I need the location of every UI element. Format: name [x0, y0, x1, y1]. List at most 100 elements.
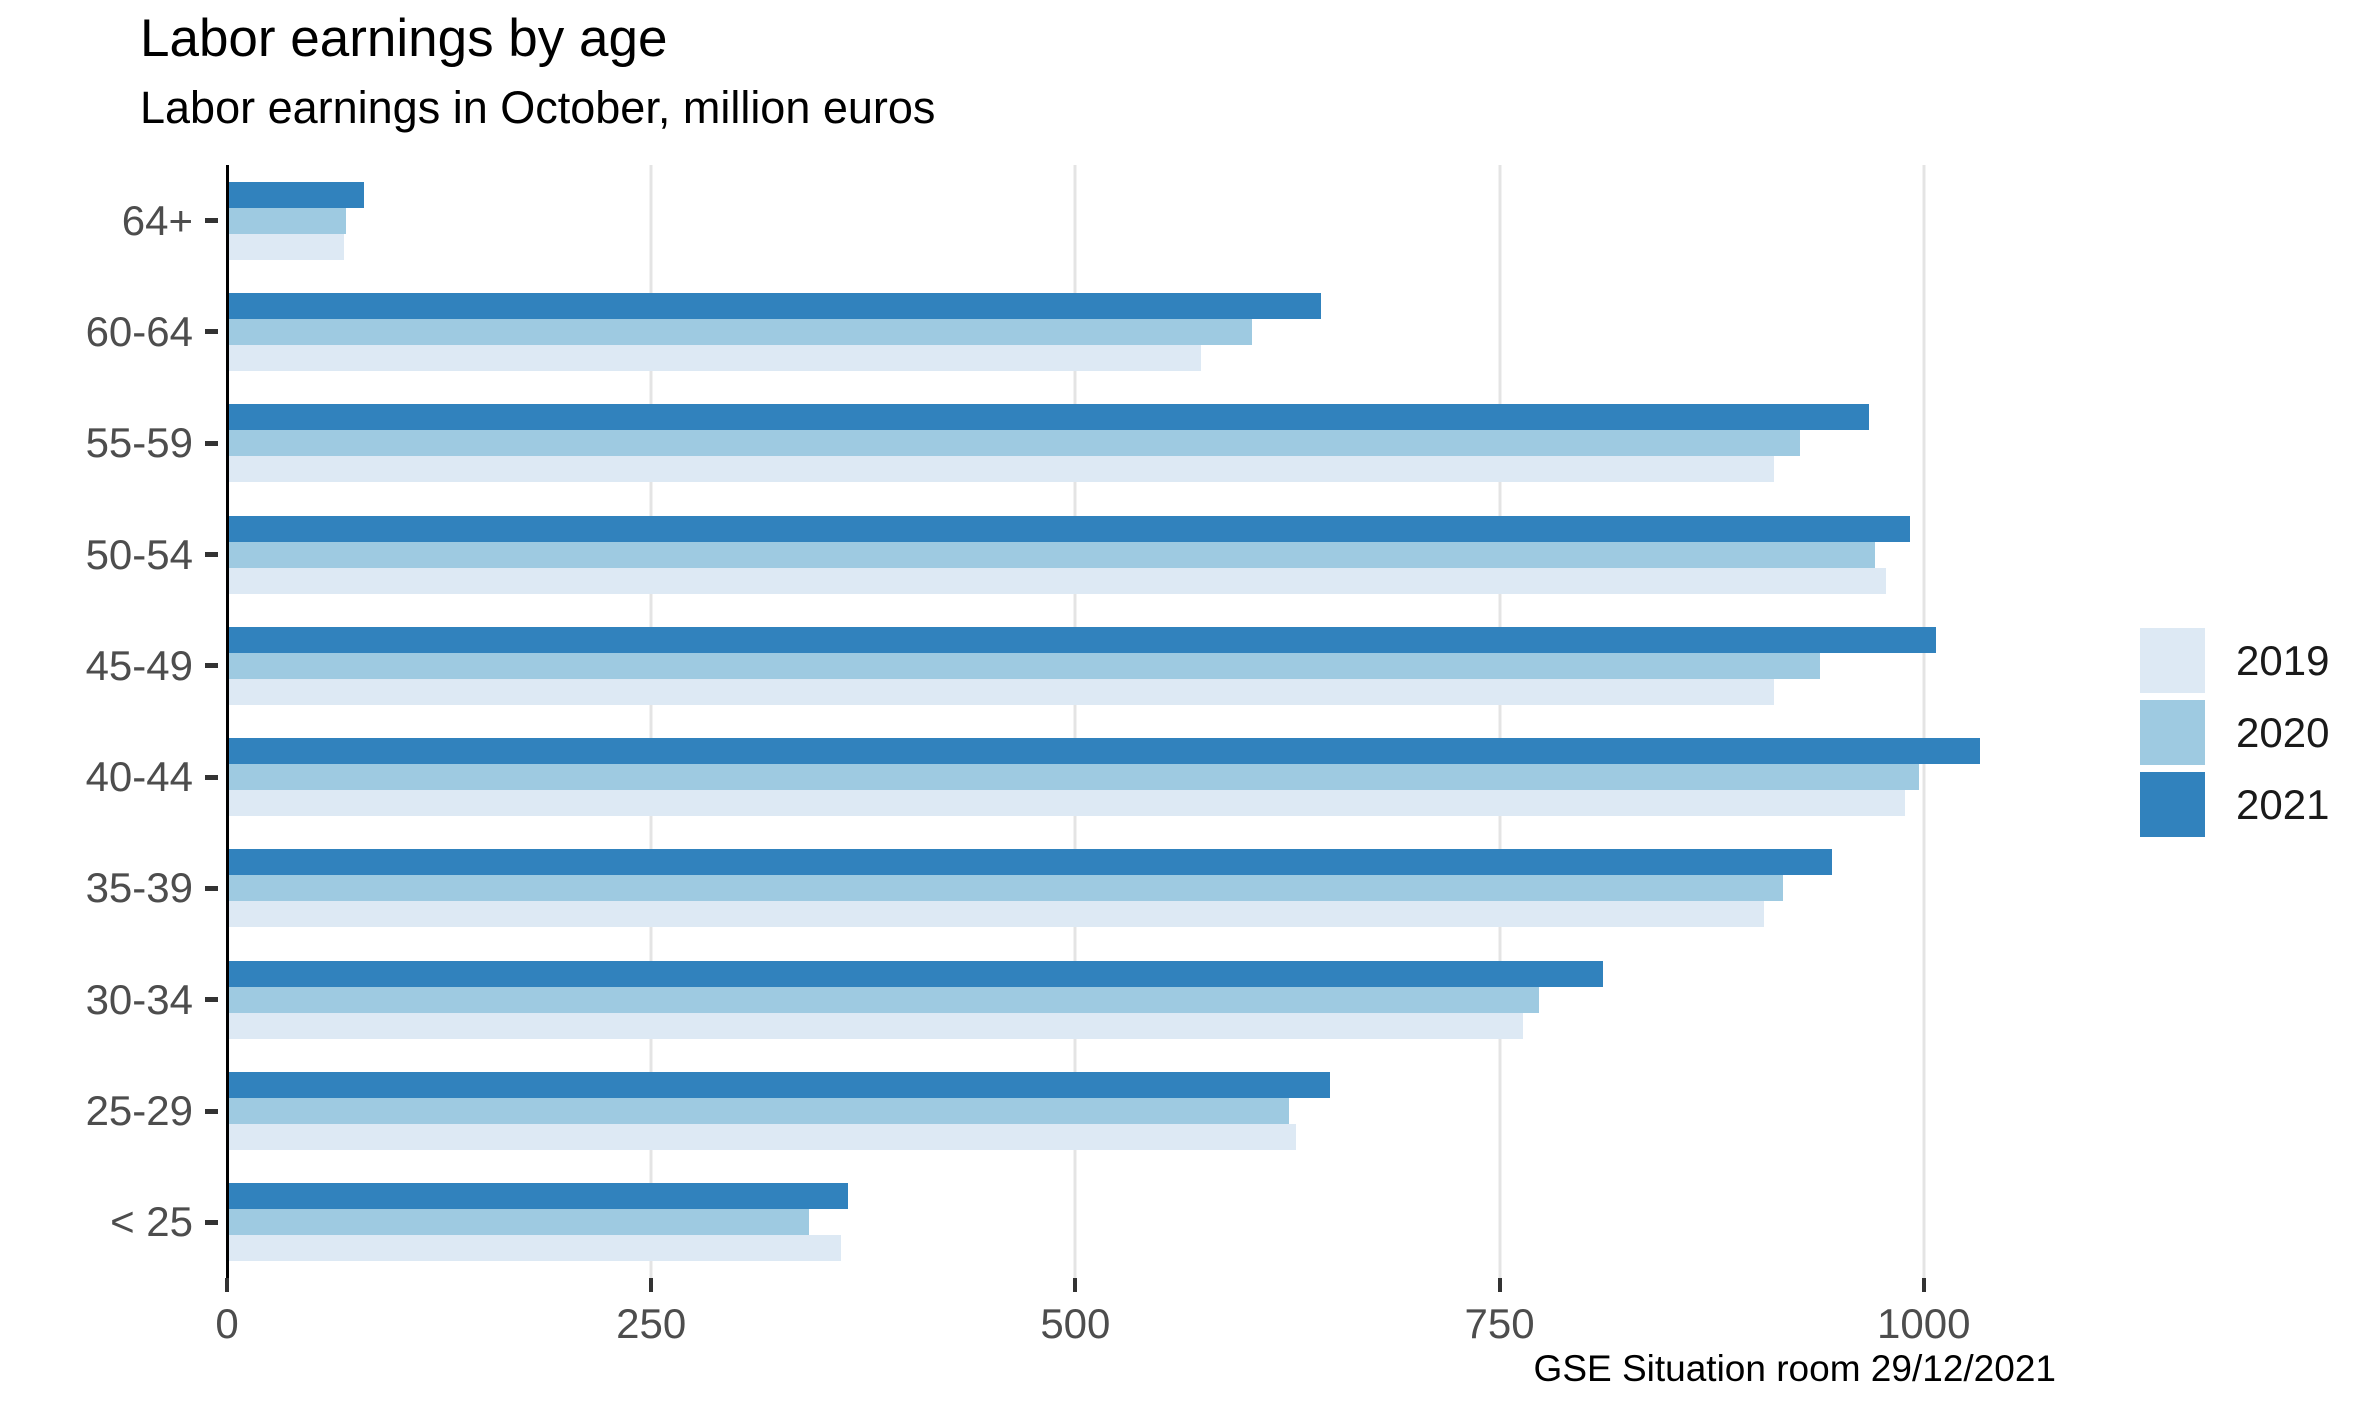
x-axis: 0 250 500 750 1000	[215, 1278, 2090, 1378]
x-tick-label-250: 250	[616, 1300, 687, 1347]
x-tick-label-0: 0	[215, 1300, 239, 1347]
x-tick-label-1000: 1000	[1877, 1300, 1971, 1347]
gridline-x-500	[1073, 165, 1077, 1278]
legend-label-2021: 2021	[2236, 780, 2330, 828]
bar-group-55-59	[227, 388, 2090, 499]
bar-2019-35-39	[227, 901, 1765, 928]
y-axis-row: 40-44	[0, 721, 227, 832]
y-tick-mark	[205, 774, 218, 780]
bar-2020-35-39	[227, 875, 1783, 902]
bar-2021-55-59	[227, 404, 1870, 431]
y-axis-row: 25-29	[0, 1055, 227, 1166]
y-tick-mark	[205, 1219, 218, 1225]
bar-2021-35-39	[227, 849, 1833, 876]
bar-group-45-49	[227, 610, 2090, 721]
bar-2020-40-44	[227, 764, 1919, 791]
y-axis-row: 60-64	[0, 276, 227, 387]
legend-label-2020: 2020	[2236, 708, 2330, 756]
plot-panel	[226, 165, 2090, 1278]
y-axis-row: 55-59	[0, 388, 227, 499]
bar-group-60-64	[227, 276, 2090, 387]
gridline-x-250	[649, 165, 653, 1278]
bar-groups	[227, 165, 2090, 1278]
x-tick-mark-0	[225, 1278, 229, 1292]
y-tick-mark	[205, 1108, 218, 1114]
x-tick-mark-750	[1497, 1278, 1502, 1292]
legend: 2019 2020 2021	[2140, 628, 2329, 837]
y-axis-row: 45-49	[0, 610, 227, 721]
bar-2020-60-64	[227, 318, 1252, 345]
x-tick-mark-1000	[1921, 1278, 1926, 1292]
y-tick-mark	[205, 329, 218, 335]
bar-2021-30-34	[227, 960, 1604, 987]
legend-item-2021: 2021	[2140, 772, 2329, 837]
y-axis-row: < 25	[0, 1167, 227, 1278]
y-axis-label-25-29: 25-29	[85, 1087, 193, 1135]
bar-group-30-34	[227, 944, 2090, 1055]
y-axis-label-55-59: 55-59	[85, 419, 193, 467]
y-axis-row: 30-34	[0, 944, 227, 1055]
y-axis-row: 35-39	[0, 833, 227, 944]
bar-group-40-44	[227, 721, 2090, 832]
y-tick-mark	[205, 663, 218, 669]
legend-label-2019: 2019	[2236, 636, 2330, 684]
bar-2021-25-29	[227, 1072, 1330, 1099]
y-axis-label-< 25: < 25	[110, 1198, 193, 1246]
gridline-x-1000	[1922, 165, 1926, 1278]
x-tick-label-500: 500	[1040, 1300, 1111, 1347]
y-axis-row: 50-54	[0, 499, 227, 610]
bar-2021-64+	[227, 181, 365, 208]
bar-2019-60-64	[227, 344, 1201, 371]
bar-2021-40-44	[227, 738, 1980, 765]
bar-2019-30-34	[227, 1012, 1524, 1039]
y-tick-mark	[205, 440, 218, 446]
y-axis-label-64+: 64+	[121, 196, 193, 244]
chart-subtitle: Labor earnings in October, million euros	[140, 82, 936, 133]
bar-2021-50-54	[227, 515, 1911, 542]
chart-title: Labor earnings by age	[140, 9, 668, 68]
y-axis-row: 64+	[0, 165, 227, 276]
bar-group-50-54	[227, 499, 2090, 610]
legend-swatch-2021	[2140, 772, 2205, 837]
bar-group-64+	[227, 165, 2090, 276]
bar-2019-50-54	[227, 567, 1887, 594]
y-tick-mark	[205, 997, 218, 1003]
x-tick-label-750: 750	[1464, 1300, 1535, 1347]
y-axis-line	[226, 165, 229, 1278]
y-axis-label-60-64: 60-64	[85, 307, 193, 355]
legend-swatch-2019	[2140, 628, 2205, 693]
bar-2020-50-54	[227, 541, 1875, 568]
bar-2019-55-59	[227, 456, 1775, 483]
bar-2019-25-29	[227, 1124, 1296, 1151]
chart-caption: GSE Situation room 29/12/2021	[1533, 1348, 2056, 1389]
bar-group-< 25	[227, 1167, 2090, 1278]
bar-2021-60-64	[227, 292, 1322, 319]
bar-2020-64+	[227, 207, 346, 234]
bar-2019-40-44	[227, 790, 1906, 817]
bar-2019-64+	[227, 233, 345, 260]
bar-2021-< 25	[227, 1183, 848, 1210]
legend-item-2019: 2019	[2140, 628, 2329, 693]
y-tick-mark	[205, 552, 218, 558]
legend-swatch-2020	[2140, 700, 2205, 765]
y-axis-label-30-34: 30-34	[85, 975, 193, 1023]
y-tick-mark	[205, 218, 218, 224]
y-tick-mark	[205, 885, 218, 891]
bar-2020-55-59	[227, 430, 1800, 457]
x-tick-mark-250	[649, 1278, 654, 1292]
bar-2020-45-49	[227, 652, 1821, 679]
y-axis-label-40-44: 40-44	[85, 753, 193, 801]
gridline-x-750	[1498, 165, 1502, 1278]
bar-2021-45-49	[227, 626, 1936, 653]
y-axis-label-35-39: 35-39	[85, 864, 193, 912]
bar-2019-45-49	[227, 678, 1775, 705]
bar-group-25-29	[227, 1055, 2090, 1166]
y-axis: 64+ 60-64 55-59 50-54 45-49 40-44 35-39 30-34 25…	[0, 165, 227, 1278]
x-tick-mark-500	[1073, 1278, 1078, 1292]
bar-2020-25-29	[227, 1098, 1290, 1125]
bar-2019-< 25	[227, 1235, 842, 1262]
bar-group-35-39	[227, 833, 2090, 944]
legend-item-2020: 2020	[2140, 700, 2329, 765]
y-axis-label-45-49: 45-49	[85, 641, 193, 689]
bar-2020-< 25	[227, 1209, 809, 1236]
